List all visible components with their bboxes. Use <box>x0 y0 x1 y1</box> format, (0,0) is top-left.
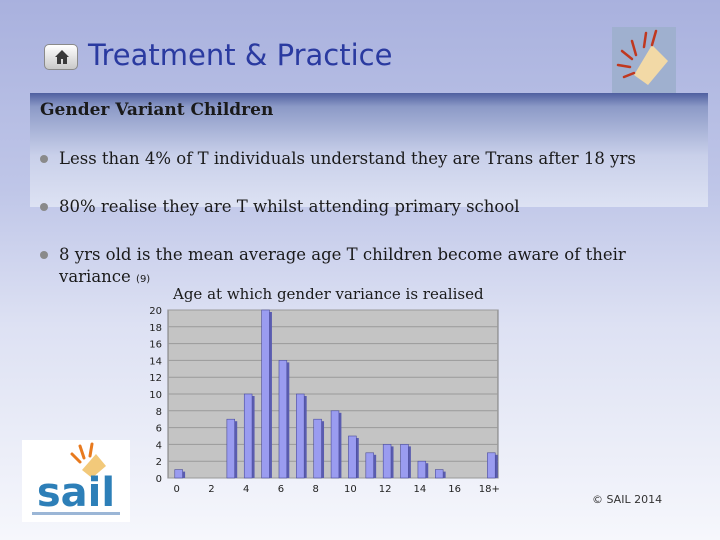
home-icon <box>55 50 69 64</box>
bullet-text-continued: variance (9) <box>59 266 150 291</box>
bar-shadow <box>338 412 342 478</box>
bar <box>330 410 340 479</box>
x-tick-label: 6 <box>278 484 284 495</box>
page-title: Treatment & Practice <box>88 38 393 72</box>
header-band <box>30 93 708 207</box>
bar <box>435 469 444 479</box>
bar <box>296 393 305 479</box>
sail-logo: sail <box>22 440 130 522</box>
home-button[interactable] <box>44 44 78 70</box>
bar-shadow <box>182 471 186 478</box>
bullet-icon <box>40 203 48 211</box>
bar-shadow <box>252 396 255 478</box>
x-tick-label: 2 <box>208 484 214 495</box>
x-tick-label: 0 <box>173 484 179 495</box>
y-tick-label: 14 <box>149 356 162 367</box>
bar <box>382 444 392 479</box>
sail-emblem-icon <box>612 27 676 93</box>
bar-chart: 0 2 4 6 8 10 12 14 16 18 20 0 2 4 6 8 10 12 14 16 18+ <box>149 306 500 495</box>
bullet-text-line2: variance <box>59 267 131 286</box>
bar-shadow <box>321 421 325 478</box>
bar <box>365 452 374 479</box>
bar <box>313 418 322 479</box>
bar <box>226 418 235 479</box>
bullet-text: 80% realise they are T whilst attending … <box>59 197 520 216</box>
chart-title: Age at which gender variance is realised <box>173 285 484 303</box>
bullet-text: 8 yrs old is the mean average age T chil… <box>59 245 626 264</box>
y-tick-label: 6 <box>156 424 162 435</box>
bar-shadow <box>443 471 446 478</box>
x-tick-label: 4 <box>243 484 249 495</box>
y-tick-label: 20 <box>149 306 162 317</box>
bullet-icon <box>40 251 48 259</box>
y-tick-label: 2 <box>156 457 162 468</box>
x-tick-label: 8 <box>312 484 318 495</box>
bar <box>348 435 357 479</box>
y-tick-label: 4 <box>156 440 162 451</box>
bar-shadow <box>304 396 307 478</box>
x-tick-label: 12 <box>379 484 392 495</box>
bar <box>487 452 496 479</box>
bar-shadow <box>269 312 272 478</box>
x-tick-label: 18+ <box>479 484 500 495</box>
bar-shadow <box>356 438 359 478</box>
x-tick-label: 16 <box>448 484 461 495</box>
bar <box>417 460 427 479</box>
y-tick-label: 0 <box>156 474 162 485</box>
bar <box>400 444 409 479</box>
bar-shadow <box>373 454 377 478</box>
bar <box>278 360 288 479</box>
bar-shadow <box>425 463 429 478</box>
bar-shadow <box>408 446 411 478</box>
bar <box>243 393 253 479</box>
y-tick-label: 8 <box>156 407 162 418</box>
bar-shadow <box>495 454 498 478</box>
bar-shadow <box>391 446 394 478</box>
section-subtitle: Gender Variant Children <box>40 100 274 120</box>
x-tick-label: 14 <box>413 484 426 495</box>
x-tick-label: 10 <box>344 484 357 495</box>
y-tick-label: 18 <box>149 323 162 334</box>
reference-marker: (9) <box>136 274 151 285</box>
bar-shadow <box>234 421 238 478</box>
bar <box>261 309 270 479</box>
y-tick-label: 16 <box>149 340 162 351</box>
logo-text: sail <box>37 470 115 516</box>
bar-shadow <box>286 362 290 478</box>
copyright-notice: © SAIL 2014 <box>592 493 663 506</box>
bullet-text: Less than 4% of T individuals understand… <box>59 149 636 168</box>
y-tick-label: 10 <box>149 390 162 401</box>
bullet-icon <box>40 155 48 163</box>
y-tick-label: 12 <box>149 373 162 384</box>
bar <box>174 469 183 479</box>
